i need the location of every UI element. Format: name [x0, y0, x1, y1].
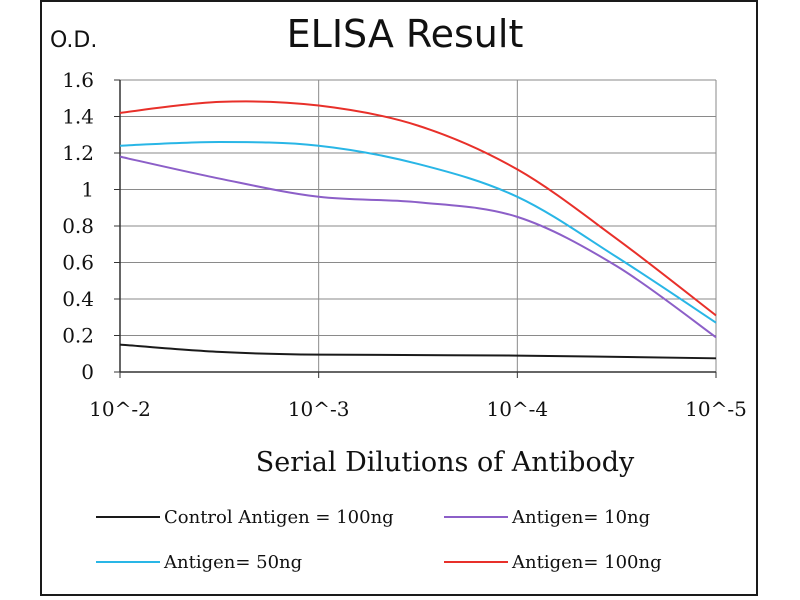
- y-tick-label: 0: [81, 360, 94, 384]
- series-line-antigen-50ng: [119, 141, 717, 324]
- grid-lines: [120, 79, 717, 372]
- y-tick-label: 0.8: [62, 214, 94, 238]
- y-tick-label: 0.2: [62, 324, 94, 348]
- x-tick-label: 10^-2: [89, 397, 151, 421]
- chart-title: ELISA Result: [287, 12, 524, 56]
- legend-label: Control Antigen = 100ng: [164, 507, 394, 528]
- chart-frame: [40, 0, 758, 596]
- axes: [114, 79, 717, 378]
- series-line-antigen-10ng: [119, 155, 717, 339]
- x-tick-label: 10^-4: [486, 397, 548, 421]
- y-tick-label: 1.2: [62, 141, 94, 165]
- series-lines: [119, 100, 717, 360]
- legend-label: Antigen= 50ng: [163, 552, 302, 573]
- x-tick-labels: 10^-2 10^-3 10^-4 10^-5: [89, 397, 747, 421]
- y-tick-label: 1.6: [62, 68, 94, 92]
- y-tick-label: 1.4: [62, 105, 94, 129]
- legend-label: Antigen= 100ng: [511, 552, 662, 573]
- y-tick-labels: 0 0.2 0.4 0.6 0.8 1 1.2 1.4 1.6: [62, 68, 94, 384]
- series-line-control-antigen-100ng: [119, 343, 717, 360]
- series-line-antigen-100ng: [119, 100, 717, 317]
- y-axis-label: O.D.: [50, 28, 97, 53]
- x-tick-label: 10^-3: [288, 397, 350, 421]
- x-tick-label: 10^-5: [685, 397, 747, 421]
- y-tick-label: 1: [81, 178, 94, 202]
- legend-label: Antigen= 10ng: [511, 507, 650, 528]
- y-tick-label: 0.4: [62, 287, 94, 311]
- legend: Control Antigen = 100ng Antigen= 10ng Anti…: [96, 507, 662, 573]
- x-axis-label: Serial Dilutions of Antibody: [256, 447, 635, 478]
- y-tick-label: 0.6: [62, 251, 94, 275]
